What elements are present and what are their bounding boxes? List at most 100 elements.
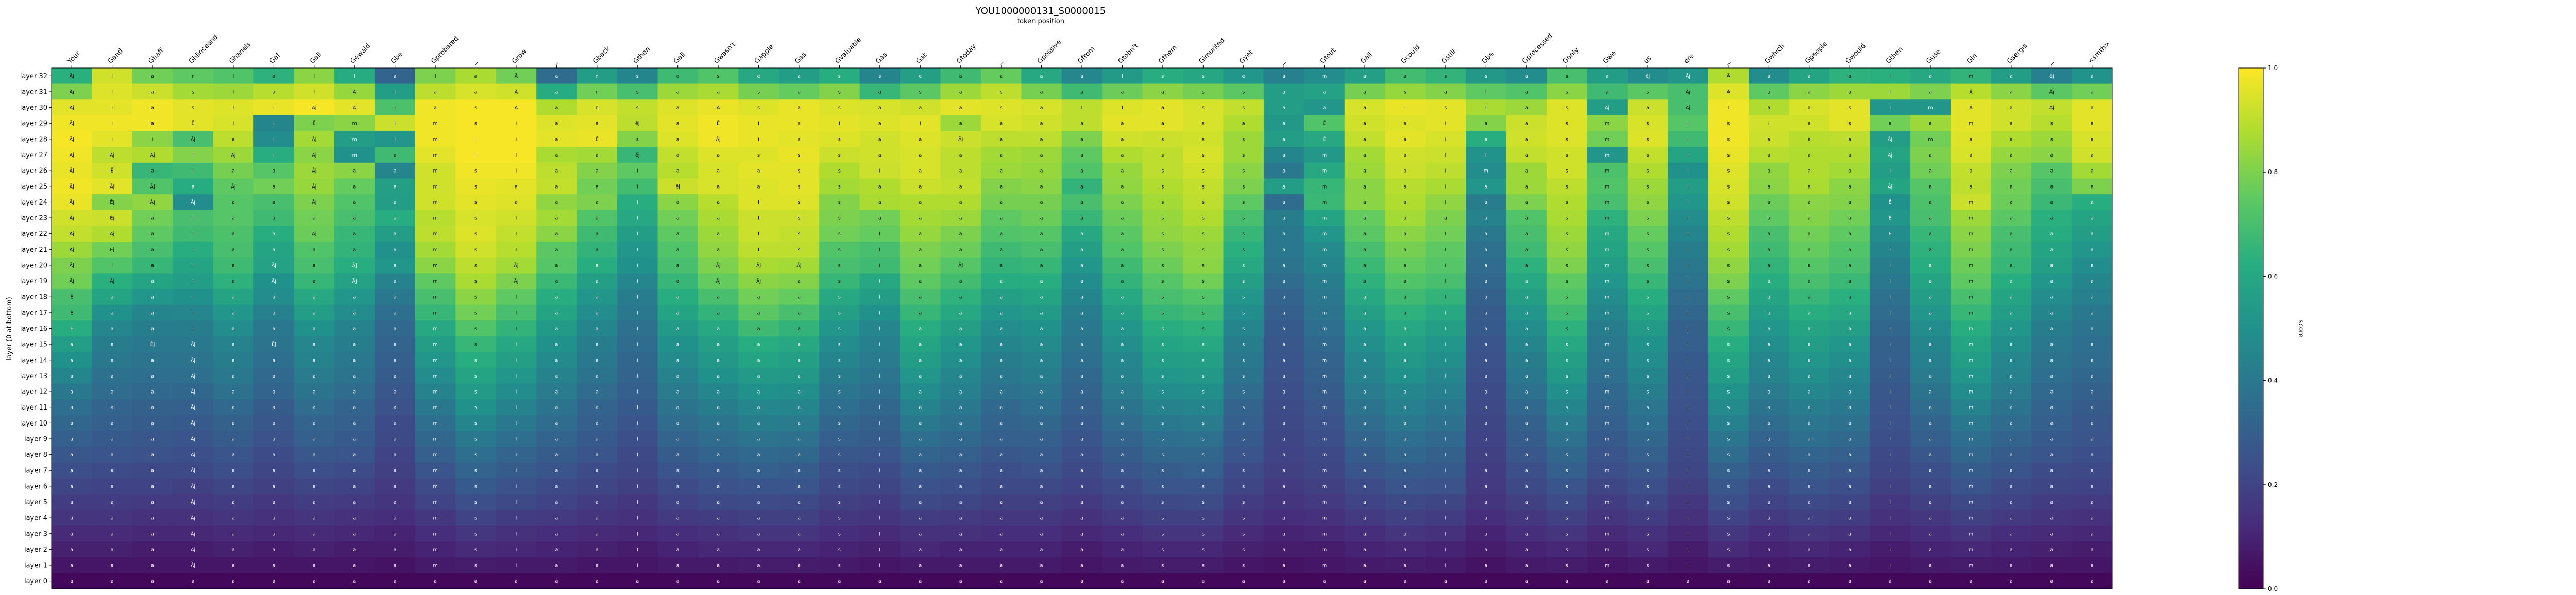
- y-tick-label: layer 17: [20, 309, 47, 317]
- cell-label: a: [676, 547, 680, 553]
- cell-label: s: [1647, 326, 1649, 332]
- cell-label: a: [919, 137, 922, 142]
- cell-label: a: [151, 484, 154, 489]
- cell-label: s: [1161, 468, 1164, 474]
- cell-label: a: [313, 516, 316, 521]
- heatmap-cell: [294, 368, 335, 384]
- cell-label: Ē: [596, 137, 599, 142]
- cell-label: a: [1525, 468, 1528, 474]
- cell-label: I: [879, 342, 880, 348]
- cell-label: I: [1687, 231, 1689, 237]
- cell-label: m: [1322, 452, 1327, 458]
- heatmap-cell: [1587, 178, 1628, 195]
- heatmap-cell: [859, 99, 901, 116]
- cell-label: I: [1687, 200, 1689, 206]
- cell-label: a: [1404, 184, 1407, 190]
- cell-label: a: [151, 247, 154, 253]
- x-tick-label: Gthem: [1157, 44, 1179, 65]
- cell-label: m: [433, 247, 437, 253]
- heatmap-cell: [1183, 368, 1224, 384]
- y-tick-label: layer 10: [20, 420, 47, 428]
- cell-label: s: [1202, 168, 1205, 174]
- cell-label: Ē: [1889, 216, 1892, 222]
- cell-label: I: [111, 89, 113, 95]
- cell-label: a: [676, 74, 680, 79]
- heatmap-cell: [859, 288, 901, 305]
- heatmap-cell: [819, 83, 860, 100]
- heatmap-cell: [778, 352, 820, 368]
- cell-label: a: [1323, 579, 1326, 584]
- cell-label: a: [151, 105, 154, 111]
- cell-label: s: [1566, 468, 1568, 474]
- heatmap-cell: [1587, 368, 1628, 384]
- heatmap-cell: [1425, 273, 1466, 290]
- cell-label: Āj: [150, 152, 155, 158]
- cell-label: a: [1484, 563, 1487, 569]
- cell-label: Āj: [312, 184, 316, 190]
- cell-label: Āj: [312, 137, 316, 142]
- cell-label: I: [920, 121, 921, 127]
- heatmap-cell: [253, 68, 294, 84]
- cell-label: a: [272, 547, 275, 553]
- cell-label: a: [1404, 231, 1407, 237]
- cell-label: a: [717, 579, 720, 584]
- heatmap-cell: [1708, 147, 1749, 163]
- cell-label: s: [838, 263, 841, 268]
- heatmap-cell: [2031, 257, 2072, 274]
- cell-label: I: [1687, 452, 1689, 458]
- heatmap-cell: [213, 273, 254, 290]
- heatmap-cell: [334, 415, 375, 432]
- cell-label: a: [1606, 89, 1609, 95]
- cell-label: a: [2010, 579, 2013, 584]
- cell-label: Āj: [191, 200, 195, 206]
- cell-label: Āj: [70, 184, 74, 190]
- cell-label: a: [1929, 452, 1932, 458]
- cell-label: s: [1202, 326, 1205, 332]
- heatmap-cell: [294, 383, 335, 400]
- heatmap-cell: [415, 273, 456, 290]
- y-tick-label: layer 3: [24, 530, 47, 538]
- cell-label: I: [1687, 531, 1689, 537]
- cell-label: a: [1040, 105, 1043, 111]
- cell-label: I: [192, 168, 194, 174]
- heatmap-cell: [253, 399, 294, 416]
- cell-label: a: [272, 168, 275, 174]
- cell-label: s: [1566, 279, 1568, 284]
- y-tick-label: layer 6: [24, 483, 47, 490]
- cell-label: s: [798, 152, 801, 158]
- cell-label: a: [1848, 547, 1851, 553]
- heatmap-cell: [213, 147, 254, 163]
- heatmap-cell: [1425, 210, 1466, 226]
- cell-label: s: [798, 216, 801, 222]
- cell-label: a: [70, 484, 73, 489]
- heatmap-cell: [1870, 242, 1911, 258]
- cell-label: Ē: [1323, 121, 1326, 127]
- cell-label: a: [1040, 389, 1043, 395]
- cell-label: a: [1484, 184, 1487, 190]
- cell-label: a: [757, 468, 760, 474]
- colorbar-label: score: [2297, 320, 2304, 338]
- heatmap-cell: [1344, 399, 1385, 416]
- heatmap-cell: [415, 415, 456, 432]
- heatmap-cell: [375, 210, 416, 226]
- heatmap-cell: [536, 273, 578, 290]
- cell-label: a: [394, 563, 397, 569]
- cell-label: a: [232, 216, 235, 222]
- cell-label: Āj: [312, 105, 316, 111]
- heatmap-cell: [52, 68, 92, 84]
- cell-label: a: [151, 405, 154, 411]
- cell-label: a: [919, 421, 922, 427]
- cell-label: Āj: [70, 263, 74, 268]
- cell-label: a: [1525, 405, 1528, 411]
- cell-label: I: [1687, 263, 1689, 268]
- cell-label: a: [1121, 247, 1124, 253]
- cell-label: a: [1363, 247, 1366, 253]
- heatmap-cell: [294, 83, 335, 100]
- heatmap-cell: [1385, 304, 1426, 321]
- heatmap-cell: [778, 257, 820, 274]
- heatmap-cell: [1708, 115, 1749, 131]
- cell-label: I: [1445, 247, 1446, 253]
- cell-label: a: [798, 436, 801, 442]
- heatmap-cell: [1789, 178, 1830, 195]
- heatmap-cell: [1021, 99, 1062, 116]
